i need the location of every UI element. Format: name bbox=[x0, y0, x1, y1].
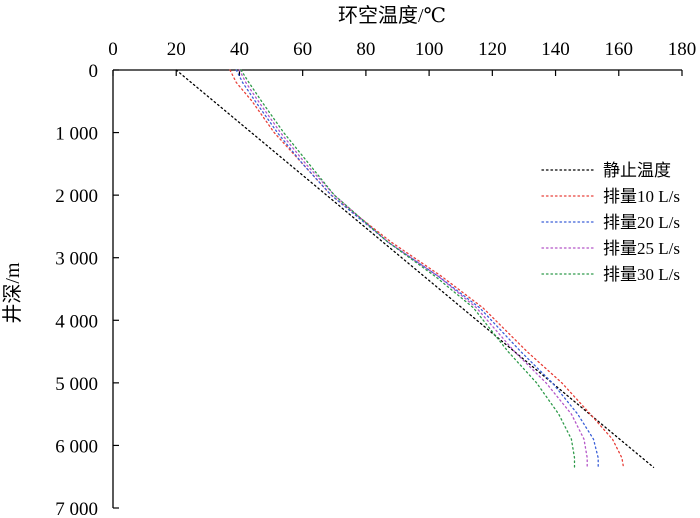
y-tick-label: 1 000 bbox=[55, 124, 98, 145]
y-tick-label: 3 000 bbox=[55, 249, 98, 270]
y-tick-label: 2 000 bbox=[55, 186, 98, 207]
legend-label: 排量10 L/s bbox=[603, 187, 680, 206]
x-axis-title: 环空温度/℃ bbox=[338, 4, 446, 27]
series-line-2 bbox=[229, 69, 625, 468]
y-tick-label: 6 000 bbox=[55, 436, 98, 457]
x-tick-label: 140 bbox=[541, 39, 570, 60]
y-tick-label: 7 000 bbox=[55, 499, 98, 518]
x-tick-label: 80 bbox=[356, 39, 375, 60]
series-line-3 bbox=[235, 69, 599, 468]
legend-label: 静止温度 bbox=[603, 161, 671, 180]
x-ticks: 0 20 40 60 80 100 120 140 160 180 bbox=[108, 39, 696, 76]
x-tick-label: 160 bbox=[605, 39, 634, 60]
legend-label: 排量20 L/s bbox=[603, 213, 680, 232]
legend-label: 排量25 L/s bbox=[603, 239, 680, 258]
x-tick-label: 0 bbox=[108, 39, 118, 60]
y-ticks: 0 1 000 2 000 3 000 4 000 5 000 6 000 7 000 bbox=[55, 61, 119, 518]
legend-label: 排量30 L/s bbox=[603, 265, 680, 284]
x-tick-label: 40 bbox=[230, 39, 249, 60]
series-line-5 bbox=[240, 69, 576, 468]
y-tick-label: 5 000 bbox=[55, 374, 98, 395]
x-tick-label: 60 bbox=[293, 39, 312, 60]
x-tick-label: 180 bbox=[668, 39, 697, 60]
x-tick-label: 100 bbox=[415, 39, 444, 60]
series-line-4 bbox=[238, 69, 588, 468]
y-tick-label: 4 000 bbox=[55, 311, 98, 332]
x-tick-label: 120 bbox=[478, 39, 507, 60]
series-layer bbox=[175, 69, 655, 468]
x-tick-label: 20 bbox=[167, 39, 186, 60]
y-tick-label: 0 bbox=[89, 61, 99, 82]
series-line-1 bbox=[175, 69, 655, 468]
y-axis-title: 井深/m bbox=[1, 262, 24, 324]
